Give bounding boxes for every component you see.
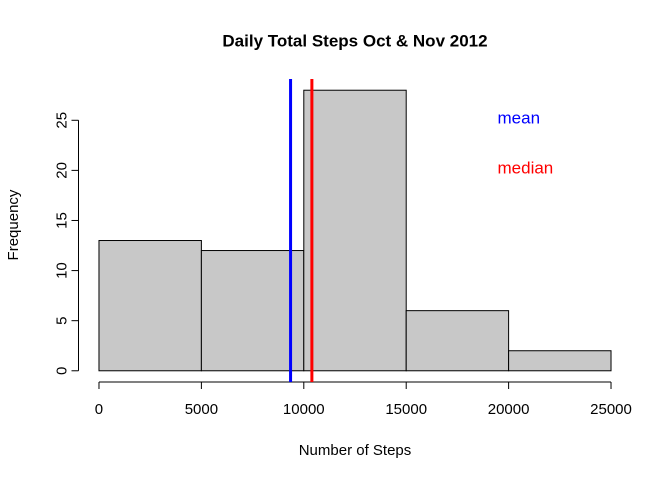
- legend-label: mean: [498, 108, 541, 127]
- x-tick-label: 5000: [185, 401, 218, 418]
- y-tick-label: 5: [53, 317, 70, 325]
- bar: [405, 310, 510, 372]
- x-tick-label: 0: [95, 401, 103, 418]
- y-axis-label: Frequency: [5, 189, 22, 260]
- y-tick-label: 15: [53, 212, 70, 229]
- y-tick-label: 0: [53, 367, 70, 375]
- y-tick-label: 25: [53, 112, 70, 129]
- x-tick-label: 25000: [590, 401, 632, 418]
- x-axis-label: Number of Steps: [299, 442, 412, 459]
- bar: [508, 350, 612, 372]
- chart-title: Daily Total Steps Oct & Nov 2012: [222, 31, 487, 50]
- x-tick-label: 15000: [385, 401, 427, 418]
- bar: [98, 240, 202, 372]
- bar: [303, 89, 407, 372]
- y-tick-label: 20: [53, 162, 70, 179]
- x-tick-label: 10000: [283, 401, 325, 418]
- legend-label: median: [498, 158, 554, 177]
- y-tick-label: 10: [53, 262, 70, 279]
- x-tick-label: 20000: [488, 401, 530, 418]
- bar: [200, 250, 305, 372]
